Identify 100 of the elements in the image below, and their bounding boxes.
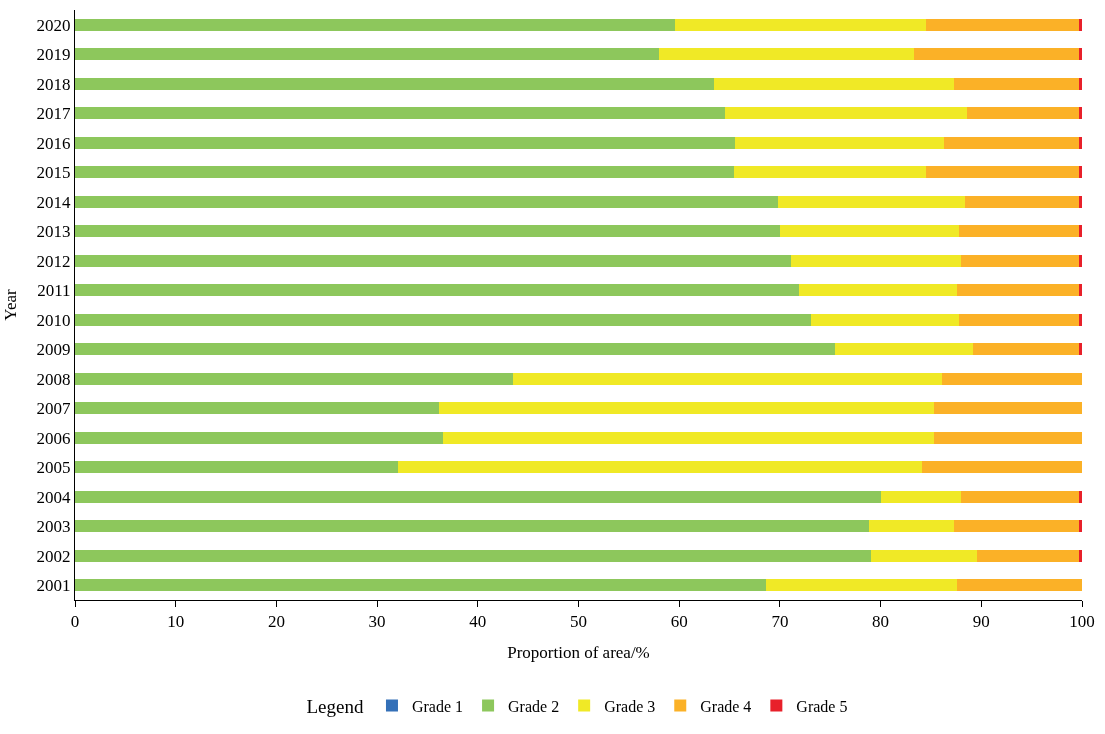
x-tick-label: 30 — [368, 612, 386, 632]
bar — [925, 18, 1079, 31]
legend-label: Grade 1 — [411, 697, 464, 715]
bar — [75, 136, 735, 149]
bar — [925, 166, 1079, 179]
bar — [675, 18, 926, 31]
x-tick-label: 60 — [670, 612, 688, 632]
bar — [75, 77, 715, 90]
bar — [75, 225, 780, 238]
y-tick-label: 2014 — [36, 192, 72, 212]
bar — [1078, 254, 1082, 267]
y-tick-label: 2013 — [36, 222, 71, 242]
y-tick-label: 2005 — [36, 458, 71, 478]
bar — [1078, 18, 1082, 31]
bar — [973, 343, 1079, 356]
bar — [967, 107, 1079, 120]
bar — [790, 254, 962, 267]
bar — [977, 549, 1079, 562]
bar — [779, 225, 960, 238]
bar — [1078, 225, 1082, 238]
bar — [75, 431, 443, 444]
y-tick-label: 2004 — [36, 487, 72, 507]
bar — [1078, 343, 1082, 356]
bar — [724, 107, 968, 120]
bar — [75, 195, 778, 208]
bar — [954, 77, 1079, 90]
bar — [438, 402, 934, 415]
bar — [1078, 136, 1082, 149]
bar — [942, 372, 1082, 385]
x-tick-label: 10 — [167, 612, 185, 632]
y-tick-label: 2003 — [36, 517, 71, 537]
x-tick-label: 90 — [972, 612, 990, 632]
bar — [734, 136, 945, 149]
legend-label: Grade 2 — [508, 697, 560, 715]
bar — [1078, 549, 1082, 562]
bar — [870, 549, 978, 562]
x-tick-label: 80 — [872, 612, 890, 632]
y-axis-title: Year — [1, 289, 21, 321]
bar — [75, 166, 734, 179]
bar — [961, 254, 1079, 267]
legend-label: Grade 5 — [796, 697, 848, 715]
y-tick-label: 2006 — [36, 428, 71, 448]
bar — [1078, 284, 1082, 297]
bar — [1078, 313, 1082, 326]
bar — [913, 48, 1079, 61]
y-tick-label: 2008 — [36, 369, 71, 389]
bar — [75, 284, 800, 297]
bar — [1078, 166, 1082, 179]
bar — [75, 520, 869, 533]
bar — [75, 313, 812, 326]
y-tick-label: 2001 — [36, 576, 71, 596]
y-tick-label: 2002 — [36, 546, 71, 566]
y-tick-label: 2015 — [36, 163, 71, 183]
bar — [398, 461, 922, 474]
legend-label: Grade 4 — [700, 697, 752, 715]
bar — [733, 166, 926, 179]
legend-title: Legend — [306, 696, 364, 718]
bar — [714, 77, 955, 90]
x-tick-label: 100 — [1069, 612, 1095, 632]
bar — [75, 18, 676, 31]
y-tick-label: 2009 — [36, 340, 71, 360]
bar — [442, 431, 934, 444]
y-tick-label: 2010 — [36, 310, 71, 330]
y-tick-label: 2018 — [36, 74, 71, 94]
bar — [75, 48, 660, 61]
x-tick-label: 20 — [267, 612, 285, 632]
bar — [75, 549, 871, 562]
bar — [75, 490, 881, 503]
bar — [659, 48, 914, 61]
bar — [954, 520, 1079, 533]
y-tick-label: 2016 — [36, 133, 71, 153]
bar — [799, 284, 958, 297]
y-tick-label: 2017 — [36, 104, 72, 124]
bar — [959, 313, 1079, 326]
bar — [75, 254, 791, 267]
bar — [1078, 520, 1082, 533]
y-tick-label: 2012 — [36, 251, 71, 271]
bar — [933, 431, 1082, 444]
bar — [1078, 48, 1082, 61]
bar — [1078, 107, 1082, 120]
x-tick-label: 40 — [469, 612, 487, 632]
x-axis-title: Proportion of area/% — [507, 642, 650, 662]
bar — [959, 225, 1079, 238]
bar — [811, 313, 960, 326]
bar — [75, 461, 399, 474]
y-tick-label: 2019 — [36, 45, 71, 65]
bar — [75, 107, 725, 120]
bar — [957, 579, 1082, 592]
bar — [765, 579, 958, 592]
bar — [75, 402, 439, 415]
x-tick-label: 0 — [70, 612, 80, 632]
bar — [513, 372, 943, 385]
bar — [777, 195, 966, 208]
y-tick-label: 2007 — [36, 399, 72, 419]
y-tick-label: 2011 — [37, 281, 71, 301]
bar — [868, 520, 955, 533]
bar — [1078, 195, 1082, 208]
bar — [957, 284, 1079, 297]
bar — [1078, 490, 1082, 503]
x-tick-label: 50 — [570, 612, 587, 632]
